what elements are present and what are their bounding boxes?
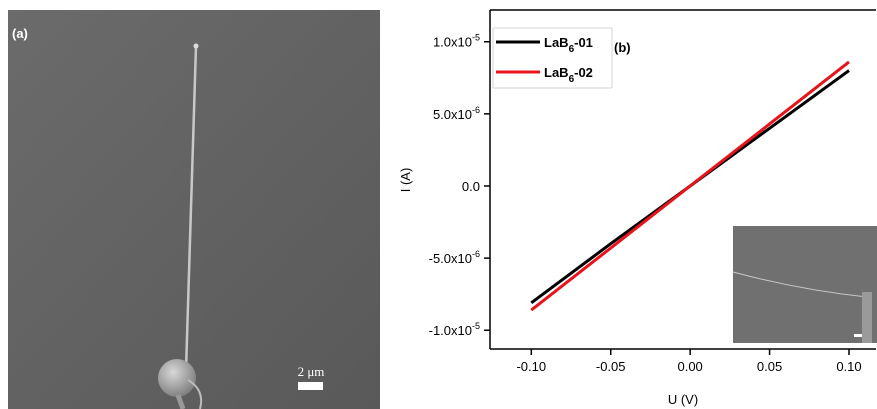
x-axis-label: U (V) <box>668 392 698 407</box>
y-tick-label: 0.0 <box>462 179 480 194</box>
scale-bar-label: 2 μm <box>298 364 325 379</box>
x-tick-label: 0.00 <box>677 359 702 374</box>
inset-image <box>732 226 877 343</box>
y-tick-label: 5.0x10-6 <box>433 105 480 122</box>
y-tick-label: -5.0x10-6 <box>429 249 480 266</box>
legend-label: LaB6-01 <box>544 35 593 55</box>
x-tick-label: -0.10 <box>516 359 546 374</box>
y-tick-label: 1.0x10-5 <box>433 33 480 50</box>
legend-label: LaB6-02 <box>544 65 593 85</box>
x-tick-label: 0.05 <box>757 359 782 374</box>
sem-image: (a) 2 μm <box>8 10 380 409</box>
legend-box <box>492 27 613 89</box>
x-tick-label: 0.10 <box>836 359 861 374</box>
y-tick-label: -1.0x10-5 <box>429 321 480 338</box>
panel-label: (b) <box>614 40 631 55</box>
series-line <box>530 60 850 312</box>
x-tick-label: -0.05 <box>596 359 626 374</box>
panel-label: (a) <box>12 26 28 41</box>
y-axis-label: I (A) <box>398 168 413 193</box>
